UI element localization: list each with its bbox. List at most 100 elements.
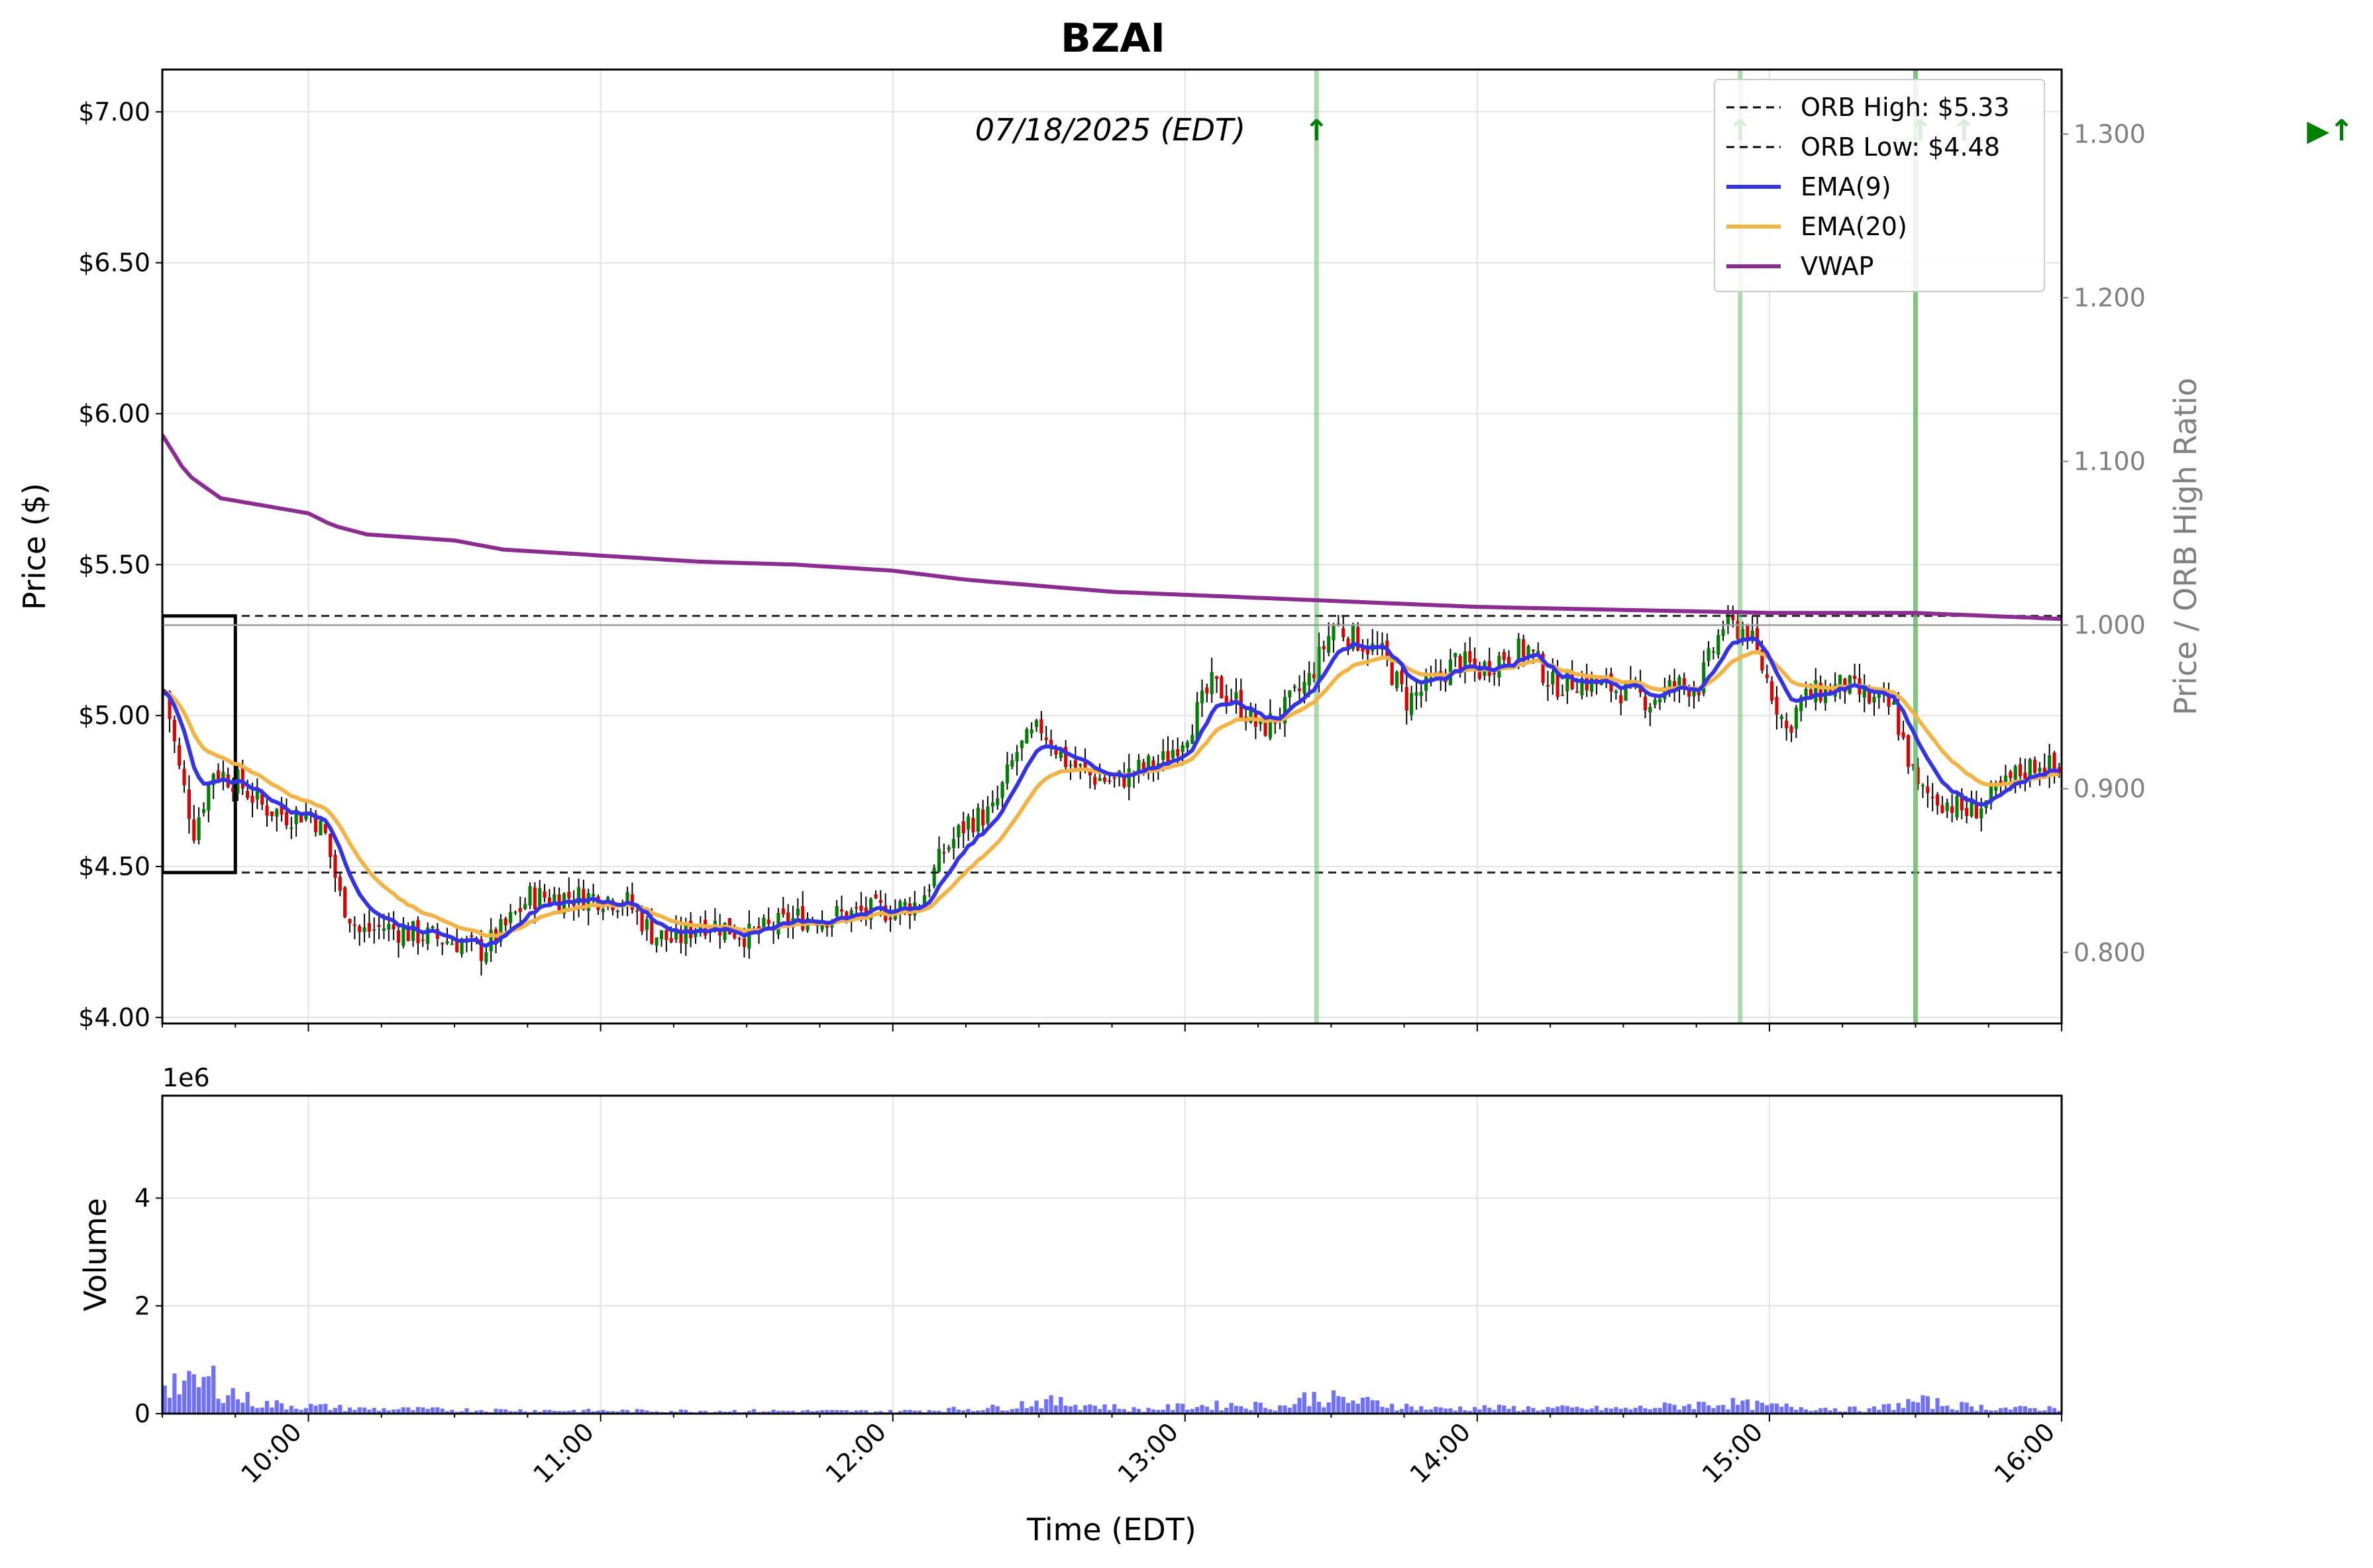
price-axis-ticks: $4.00 $4.50 $5.00 $5.50 $6.00 $6.50 $7.00 (78, 97, 162, 1032)
volume-bar (655, 1411, 659, 1414)
volume-bar (1716, 1405, 1720, 1414)
candle-body (1141, 762, 1145, 770)
volume-bar (581, 1410, 586, 1414)
candle-body (1112, 777, 1116, 779)
candle-body (1624, 681, 1628, 701)
candle-body (1677, 677, 1681, 688)
candle-body (1945, 802, 1949, 811)
candle-body (187, 789, 191, 819)
candle-body (762, 917, 766, 929)
volume-bar (2057, 1410, 2062, 1414)
volume-bar (187, 1371, 191, 1414)
volume-bar (392, 1409, 396, 1414)
volume-bar (245, 1392, 250, 1414)
volume-bar (1950, 1409, 1954, 1414)
volume-bar (761, 1411, 766, 1414)
volume-bar (1852, 1406, 1857, 1414)
volume-bar (966, 1408, 971, 1414)
ratio-tick-label: 0.800 (2074, 938, 2146, 967)
volume-bar (815, 1410, 819, 1414)
volume-bar (1082, 1405, 1088, 1414)
candle-body (689, 921, 693, 939)
volume-bar (1618, 1408, 1623, 1414)
volume-bar (357, 1407, 362, 1414)
volume-bar (1467, 1411, 1472, 1414)
candle-body (484, 952, 488, 963)
candle-body (601, 908, 605, 912)
candle-body (796, 908, 800, 916)
candle-body (932, 867, 936, 886)
candle-body (1522, 639, 1526, 658)
volume-bar (1010, 1409, 1014, 1414)
volume-bar (1769, 1403, 1774, 1414)
candle-body (1648, 707, 1652, 713)
volume-bar (1175, 1403, 1180, 1414)
volume-bar (620, 1409, 625, 1414)
candle-body (216, 770, 221, 780)
volume-bar (1049, 1395, 1053, 1414)
volume-bar (1287, 1407, 1292, 1414)
volume-bar (1750, 1410, 1755, 1414)
candle-body (421, 939, 425, 941)
volume-bar (902, 1410, 908, 1414)
volume-bar (279, 1403, 284, 1414)
volume-bar (1697, 1401, 1701, 1414)
candle-body (197, 817, 201, 841)
volume-bar (908, 1410, 912, 1414)
candle-body (445, 941, 449, 944)
candle-body (1502, 652, 1506, 660)
candle-body (1147, 756, 1151, 768)
volume-bar (1419, 1406, 1424, 1414)
volume-bar (250, 1406, 255, 1414)
volume-bar (1399, 1408, 1404, 1414)
candle-body (1955, 796, 1959, 817)
candle-body (470, 935, 474, 937)
vwap-line (162, 433, 2062, 621)
volume-bar (898, 1411, 902, 1414)
candle-body (1073, 760, 1077, 768)
volume-bar (1911, 1401, 1915, 1414)
volume-bar (216, 1398, 221, 1414)
volume-bar (1867, 1408, 1872, 1414)
volume-bar (1779, 1406, 1784, 1414)
time-axis-label: Time (EDT) (1026, 1512, 1196, 1547)
volume-bar (635, 1409, 639, 1414)
volume-bar (727, 1411, 732, 1414)
candle-body (1414, 692, 1418, 696)
candle-body (221, 772, 225, 780)
volume-bar (1024, 1408, 1029, 1414)
candle-body (2003, 775, 2008, 782)
volume-bar (201, 1377, 206, 1414)
volume-bar (1979, 1404, 1983, 1414)
volume-bar (401, 1407, 406, 1414)
volume-panel-frame (161, 1094, 2063, 1415)
volume-bar (1589, 1408, 1594, 1414)
candle-body (1785, 720, 1789, 729)
volume-bar (508, 1411, 513, 1414)
volume-bar (498, 1409, 503, 1414)
candle-body (1707, 648, 1711, 661)
volume-bar (2018, 1406, 2023, 1414)
candle-body (1667, 680, 1671, 691)
volume-bar (1336, 1396, 1341, 1414)
candle-body (1342, 628, 1345, 637)
volume-bar (1292, 1404, 1297, 1414)
volume-bar (1448, 1408, 1453, 1414)
candle-body (1692, 689, 1696, 697)
volume-bar (572, 1410, 576, 1414)
candle-body (1034, 720, 1039, 727)
volume-bar (839, 1410, 844, 1414)
volume-bar (1239, 1406, 1243, 1414)
candle-body (655, 937, 659, 946)
candle-body (835, 906, 839, 917)
candle-body (854, 907, 859, 909)
volume-bar (1964, 1402, 1969, 1414)
candle-body (1819, 682, 1822, 702)
volume-bar (1463, 1410, 1467, 1414)
time-tick-label: 10:00 (235, 1417, 307, 1489)
volume-bar (309, 1404, 313, 1414)
candle-body (372, 929, 376, 931)
volume-bar (786, 1410, 790, 1414)
volume-bar (1059, 1396, 1063, 1414)
candle-body (937, 849, 941, 872)
